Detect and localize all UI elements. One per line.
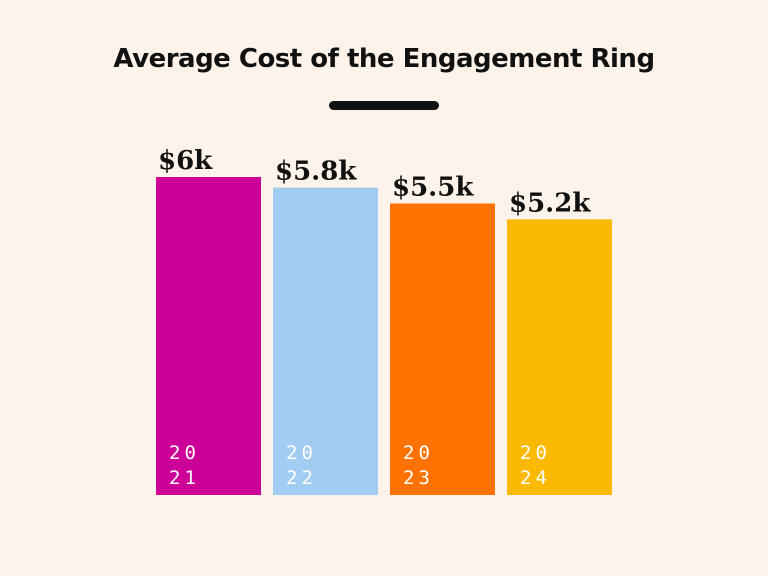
bar-year-label: 20 [520,442,551,464]
bar-year-label: 20 [403,442,434,464]
bar-2024 [507,219,612,495]
bar-value-label: $6k [158,146,213,176]
bar-year-label: 22 [286,467,317,489]
bar-year-label: 23 [403,467,434,489]
bar-2023 [390,203,495,495]
bar-value-label: $5.5k [392,173,474,203]
bar-2022 [273,187,378,495]
bar-value-label: $5.2k [509,188,591,218]
bar-year-label: 24 [520,467,551,489]
chart-title: Average Cost of the Engagement Ring [113,44,655,74]
bar-year-label: 20 [169,442,200,464]
bar-2021 [156,177,261,495]
bar-year-label: 21 [169,467,200,489]
bar-year-label: 20 [286,442,317,464]
title-underline [329,101,439,110]
bar-value-label: $5.8k [275,157,357,187]
